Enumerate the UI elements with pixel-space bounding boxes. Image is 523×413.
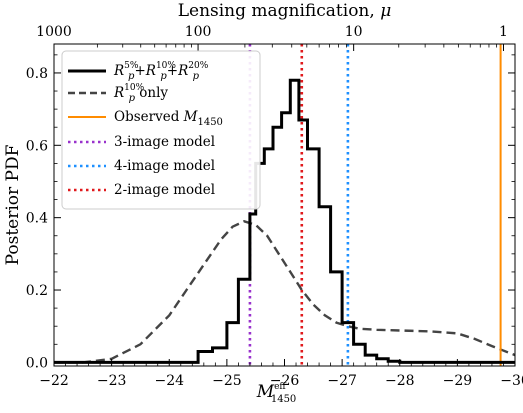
top-axis-title: Lensing magnification, μ xyxy=(178,1,392,21)
legend-label-observed: Observed M1450 xyxy=(114,109,223,128)
legend-label-three: 3-image model xyxy=(114,134,215,150)
legend-label-four: 4-image model xyxy=(114,158,215,174)
y-axis-title: Posterior PDF xyxy=(3,144,23,265)
series-dashed-curve xyxy=(54,220,515,364)
legend-label-combined: R5% p+R10% p+R20% p xyxy=(113,61,209,82)
x-tick-label: −24 xyxy=(154,373,184,389)
x-tick-label: −25 xyxy=(212,373,242,389)
x-tick-label: −28 xyxy=(385,373,415,389)
x-tick-label: −22 xyxy=(39,373,69,389)
x-axis-title: Meff 1450 xyxy=(256,382,297,405)
y-tick-label: 0.4 xyxy=(26,211,48,227)
x-tick-label: −29 xyxy=(443,373,473,389)
top-tick-label: 1 xyxy=(499,24,508,40)
x-tick-label: −27 xyxy=(327,373,357,389)
y-tick-label: 0.2 xyxy=(26,283,48,299)
legend-label-only10: R10% p only xyxy=(113,83,168,104)
x-tick-label: −26 xyxy=(270,373,300,389)
series-step-histogram xyxy=(54,78,515,364)
legend-label-two: 2-image model xyxy=(114,182,215,198)
top-tick-label: 10 xyxy=(345,24,363,40)
y-tick-label: 0.8 xyxy=(26,66,48,82)
y-tick-label: 0.6 xyxy=(26,138,48,154)
top-tick-label: 100 xyxy=(185,24,212,40)
legend-box xyxy=(61,50,261,210)
x-tick-label: −23 xyxy=(97,373,127,389)
x-tick-label: −30 xyxy=(500,373,523,389)
y-tick-label: 0.0 xyxy=(26,355,48,371)
plot-area xyxy=(54,44,515,366)
top-tick-label: 1000 xyxy=(36,24,72,40)
